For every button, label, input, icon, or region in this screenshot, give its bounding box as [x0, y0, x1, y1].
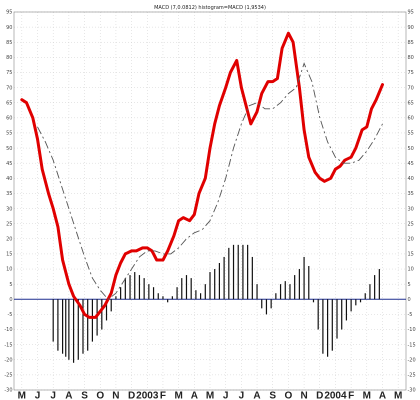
y-tick-label-left: 5 — [9, 282, 12, 288]
y-tick-label-left: 70 — [6, 85, 12, 91]
y-tick-label-right: 50 — [408, 146, 414, 152]
y-tick-label-left: 75 — [6, 70, 12, 76]
x-tick-label: J — [35, 391, 41, 400]
x-tick-label: M — [174, 391, 182, 400]
y-tick-label-right: 60 — [408, 116, 414, 122]
y-tick-label-left: 85 — [6, 40, 12, 46]
y-tick-label-right: 40 — [408, 176, 414, 182]
y-tick-label-left: 50 — [6, 146, 12, 152]
y-tick-label-right: 55 — [408, 131, 414, 137]
y-tick-label-left: 60 — [6, 116, 12, 122]
x-tick-label: N — [300, 391, 307, 400]
y-tick-label-right: 80 — [408, 55, 414, 61]
y-tick-label-right: 90 — [408, 25, 414, 31]
x-tick-label: S — [269, 391, 276, 400]
y-tick-label-right: -30 — [408, 388, 416, 394]
y-tick-label-left: 90 — [6, 25, 12, 31]
y-tick-label-right: 85 — [408, 40, 414, 46]
y-tick-label-right: 45 — [408, 161, 414, 167]
y-tick-label-left: -5 — [8, 312, 13, 318]
y-tick-label-left: 80 — [6, 55, 12, 61]
histogram-bars — [52, 244, 380, 363]
x-tick-label: J — [223, 391, 229, 400]
y-tick-label-left: 45 — [6, 161, 12, 167]
x-tick-label: A — [253, 391, 260, 400]
y-tick-label-left: 25 — [6, 221, 12, 227]
y-tick-label-left: 55 — [6, 131, 12, 137]
y-tick-label-left: 95 — [6, 10, 12, 16]
macd-line — [20, 31, 384, 319]
x-tick-label: F — [348, 391, 354, 400]
x-tick-label: M — [206, 391, 214, 400]
x-tick-label: M — [363, 391, 371, 400]
x-tick-label: M — [394, 391, 402, 400]
y-tick-label-left: 15 — [6, 252, 12, 258]
x-tick-label: F — [160, 391, 166, 400]
axes: -30 -30-25 -25-20 -20-15 -15-10 -10-5 -50 05 510… — [4, 10, 415, 400]
y-tick-label-right: -10 — [408, 327, 416, 333]
y-tick-label-right: 35 — [408, 191, 414, 197]
y-tick-label-right: 20 — [408, 237, 414, 243]
y-tick-label-right: 10 — [408, 267, 414, 273]
x-tick-label: O — [285, 391, 293, 400]
x-tick-label: 2003 — [136, 391, 159, 400]
y-tick-label-left: 30 — [6, 206, 12, 212]
x-tick-label: S — [81, 391, 88, 400]
x-tick-label: A — [379, 391, 386, 400]
y-tick-label-right: 95 — [408, 10, 414, 16]
y-tick-label-left: 0 — [9, 297, 12, 303]
x-tick-label: A — [191, 391, 198, 400]
y-tick-label-left: 10 — [6, 267, 12, 273]
x-tick-label: 2004 — [324, 391, 347, 400]
y-tick-label-left: -10 — [4, 327, 12, 333]
chart-title: MACD (7,0.0812) histogram=MACD (1,9534) — [154, 5, 266, 11]
y-tick-label-right: 30 — [408, 206, 414, 212]
x-tick-label: J — [50, 391, 56, 400]
x-tick-label: D — [316, 391, 323, 400]
x-tick-label: O — [96, 391, 104, 400]
y-tick-label-right: 75 — [408, 70, 414, 76]
y-tick-label-left: -20 — [4, 357, 12, 363]
x-tick-label: A — [65, 391, 72, 400]
y-tick-label-right: -25 — [408, 373, 416, 379]
lines — [20, 31, 384, 319]
y-tick-label-right: 5 — [408, 282, 411, 288]
y-tick-label-right: 25 — [408, 221, 414, 227]
y-tick-label-right: -15 — [408, 342, 416, 348]
y-tick-label-left: 20 — [6, 237, 12, 243]
x-tick-label: J — [239, 391, 245, 400]
y-tick-label-right: 15 — [408, 252, 414, 258]
y-tick-label-left: -30 — [4, 388, 12, 394]
y-tick-label-right: 70 — [408, 85, 414, 91]
x-tick-label: N — [112, 391, 119, 400]
y-tick-label-left: -15 — [4, 342, 12, 348]
y-tick-label-right: 0 — [408, 297, 411, 303]
y-tick-label-right: -20 — [408, 357, 416, 363]
y-tick-label-right: 65 — [408, 100, 414, 106]
y-tick-label-left: 40 — [6, 176, 12, 182]
y-tick-label-left: 35 — [6, 191, 12, 197]
x-tick-label: D — [128, 391, 135, 400]
y-tick-label-right: -5 — [408, 312, 413, 318]
y-tick-label-left: 65 — [6, 100, 12, 106]
signal-line — [37, 62, 383, 300]
x-tick-label: M — [18, 391, 26, 400]
plot-frame — [13, 11, 407, 391]
y-tick-label-left: -25 — [4, 373, 12, 379]
